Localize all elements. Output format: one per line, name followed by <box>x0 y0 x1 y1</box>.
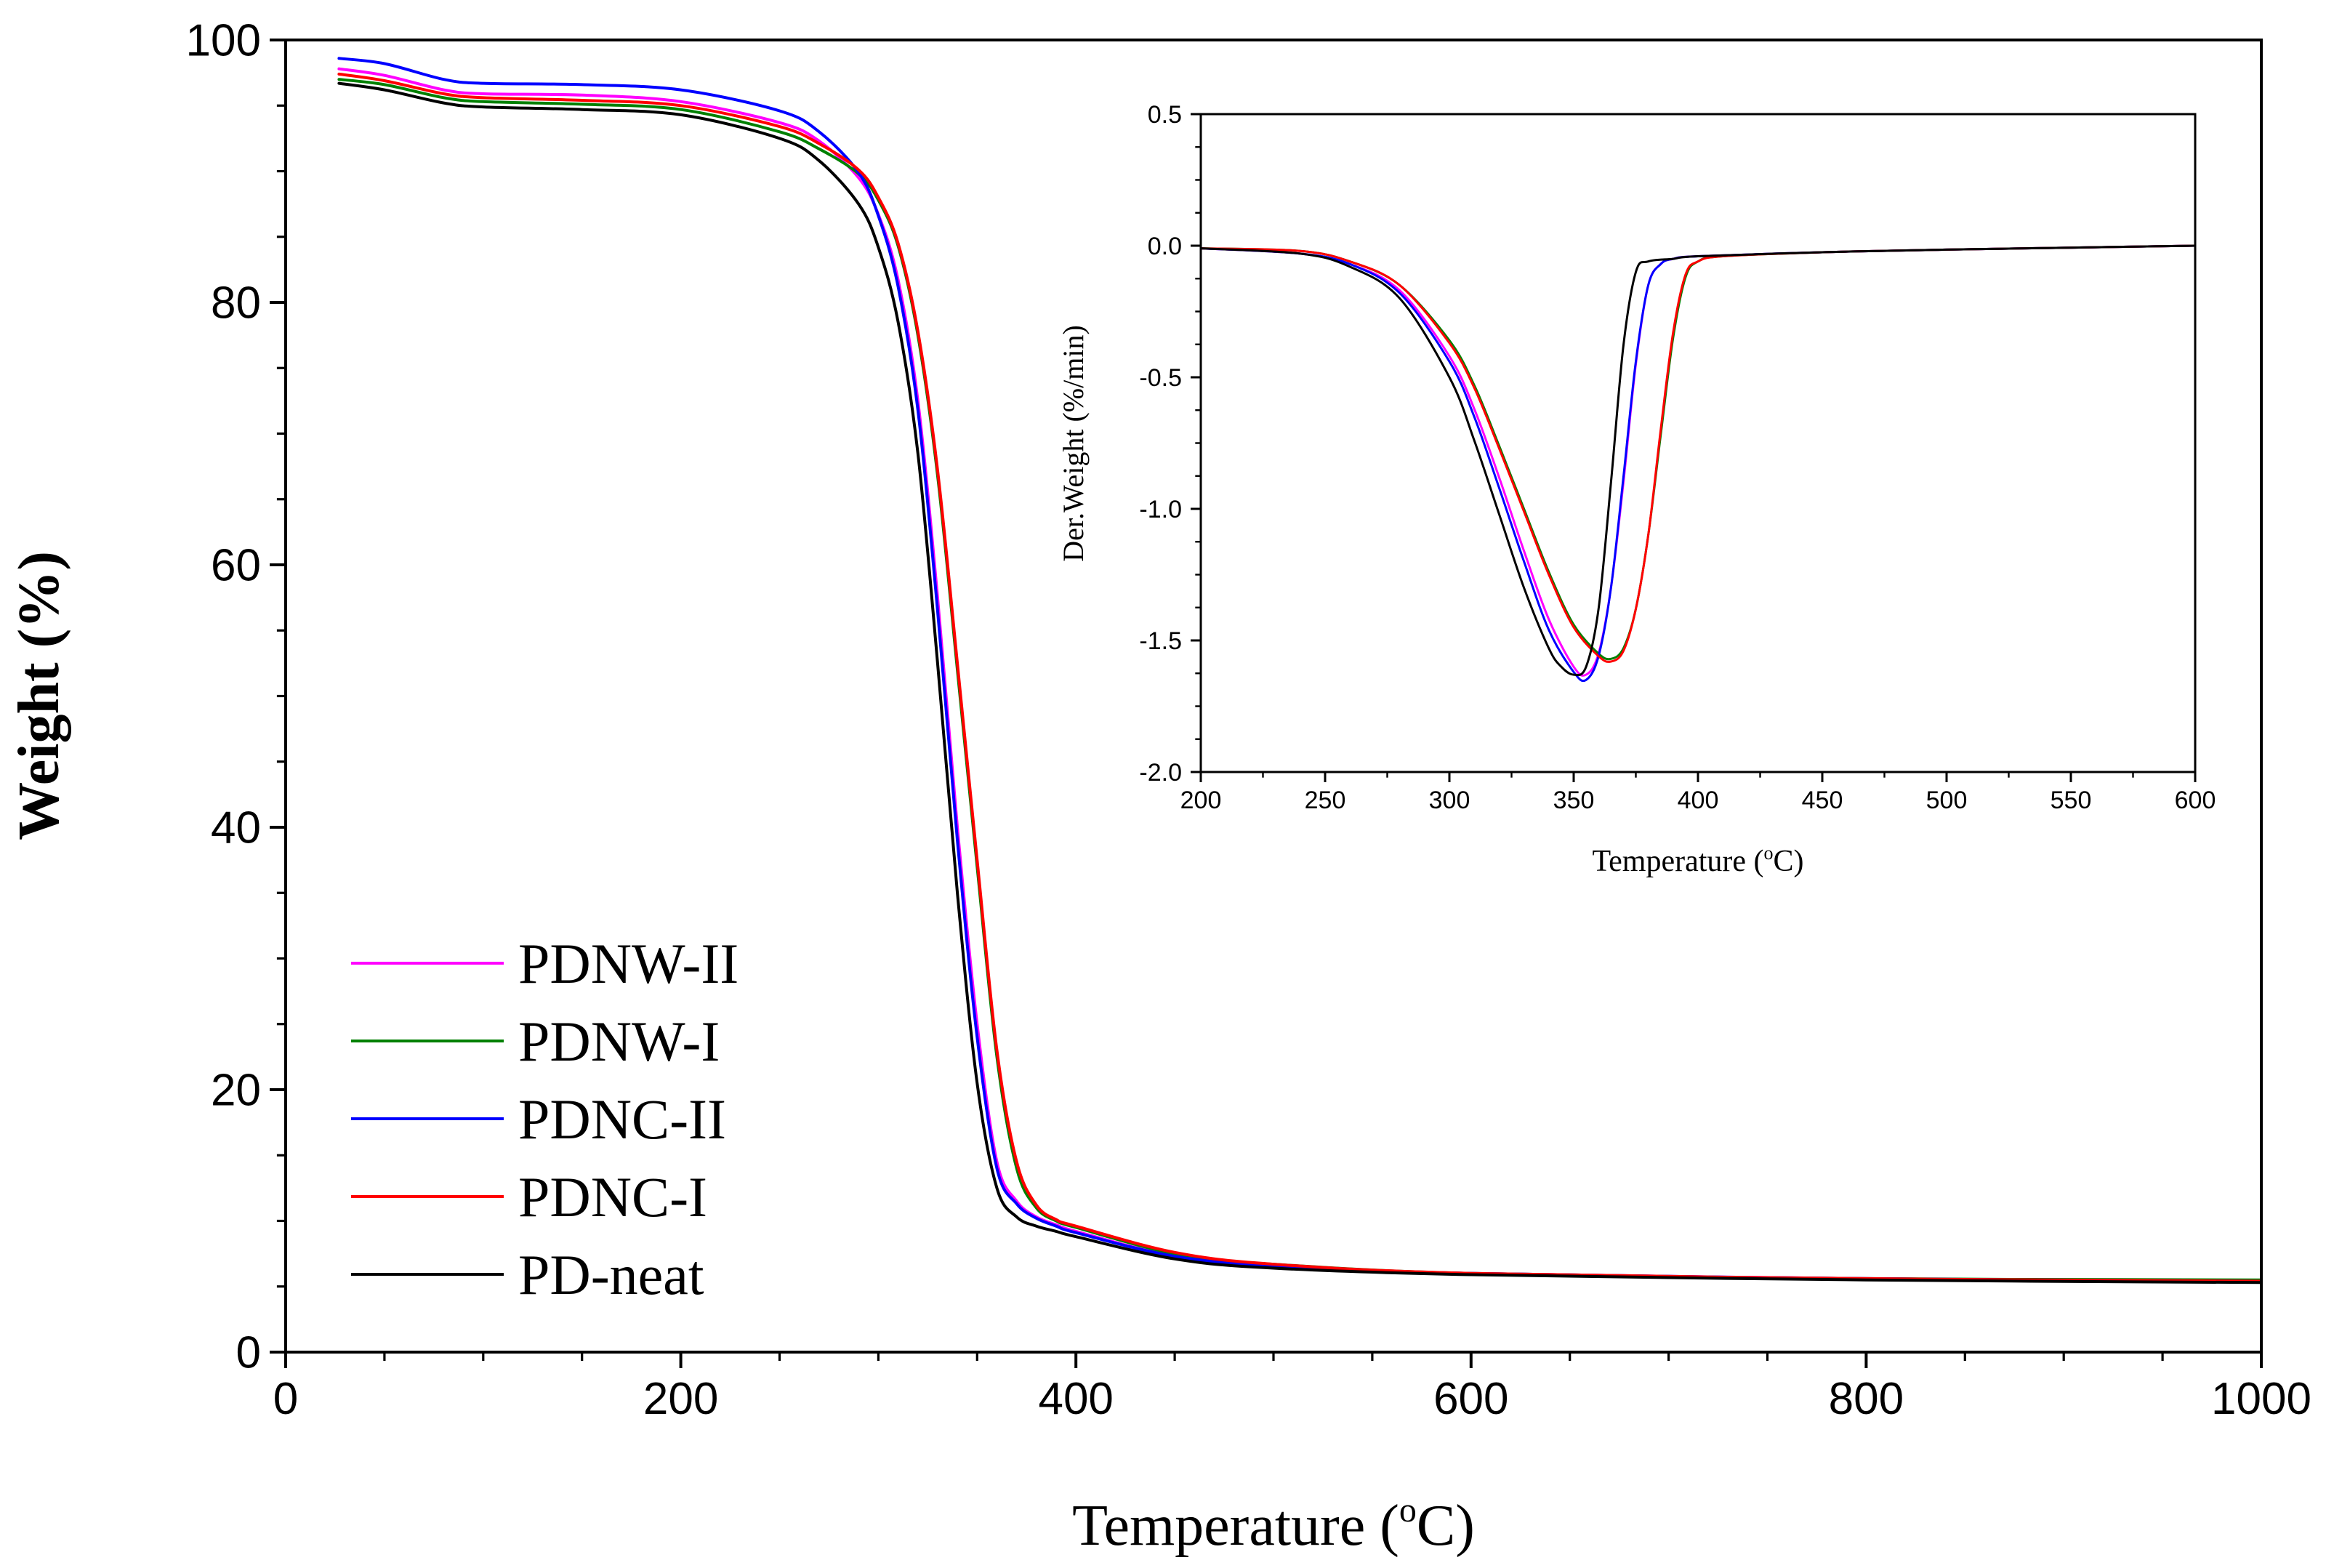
main-y-tick-label: 60 <box>211 541 261 591</box>
inset-x-tick-label: 400 <box>1678 787 1719 814</box>
inset-x-tick-label: 200 <box>1180 787 1222 814</box>
inset-series-line-pd-neat <box>1199 244 2197 677</box>
main-chart: 0 200 400 600 800 1000 0 20 40 60 80 100 Temperatur… <box>7 16 2311 1558</box>
main-x-tick-label: 0 <box>273 1374 298 1424</box>
inset-y-tick-label: -1.5 <box>1139 627 1182 655</box>
main-y-tick-label: 80 <box>211 278 261 329</box>
legend-label-pdnw-ii: PDNW-II <box>518 932 739 995</box>
inset-y-tick-label: -2.0 <box>1139 759 1182 787</box>
main-x-tick-label: 400 <box>1038 1374 1113 1424</box>
inset-y-tick-label: 0.0 <box>1148 233 1182 260</box>
inset-x-tick-label: 450 <box>1802 787 1843 814</box>
main-y-tick-label: 40 <box>211 803 261 853</box>
inset-y-tick-label: -1.0 <box>1139 496 1182 523</box>
main-y-tick-label: 100 <box>186 16 261 66</box>
inset-x-tick-label: 600 <box>2175 787 2216 814</box>
legend-label-pdnc-ii: PDNC-II <box>518 1087 726 1151</box>
main-y-tick-label: 20 <box>211 1066 261 1116</box>
inset-y-tick-label: 0.5 <box>1148 101 1182 129</box>
main-x-axis-label: Temperature (oC) <box>1072 1491 1475 1558</box>
main-x-tick-label: 1000 <box>2211 1374 2311 1424</box>
inset-x-tick-label: 550 <box>2051 787 2092 814</box>
main-x-tick-label: 800 <box>1829 1374 1904 1424</box>
inset-x-tick-label: 500 <box>1926 787 1968 814</box>
inset-x-tick-label: 300 <box>1429 787 1470 814</box>
legend-label-pdnw-i: PDNW-I <box>518 1010 720 1073</box>
legend-label-pdnc-i: PDNC-I <box>518 1165 707 1229</box>
inset-y-tick-label: -0.5 <box>1139 364 1182 392</box>
inset-x-tick-label: 250 <box>1305 787 1346 814</box>
main-y-axis-label: Weight (%) <box>7 551 71 840</box>
main-series-line-pd-neat <box>337 81 2263 1284</box>
main-x-tick-label: 600 <box>1433 1374 1508 1424</box>
legend-label-pd-neat: PD-neat <box>518 1243 704 1306</box>
main-series-line-pdnc-i <box>337 72 2263 1283</box>
inset-y-axis-label: Der.Weight (%/min) <box>1057 325 1090 562</box>
inset-x-axis-label: Temperature (oC) <box>1592 843 1803 878</box>
legend: PDNW-II PDNW-I PDNC-II PDNC-I PD-neat <box>351 932 739 1306</box>
main-x-tick-label: 200 <box>643 1374 718 1424</box>
inset-x-tick-label: 350 <box>1553 787 1595 814</box>
inset-chart: 200 250 300 350 400 450 500 550 600 -2.0 -1.5 -1.0 -… <box>1057 101 2216 878</box>
main-y-tick-label: 0 <box>236 1328 261 1378</box>
